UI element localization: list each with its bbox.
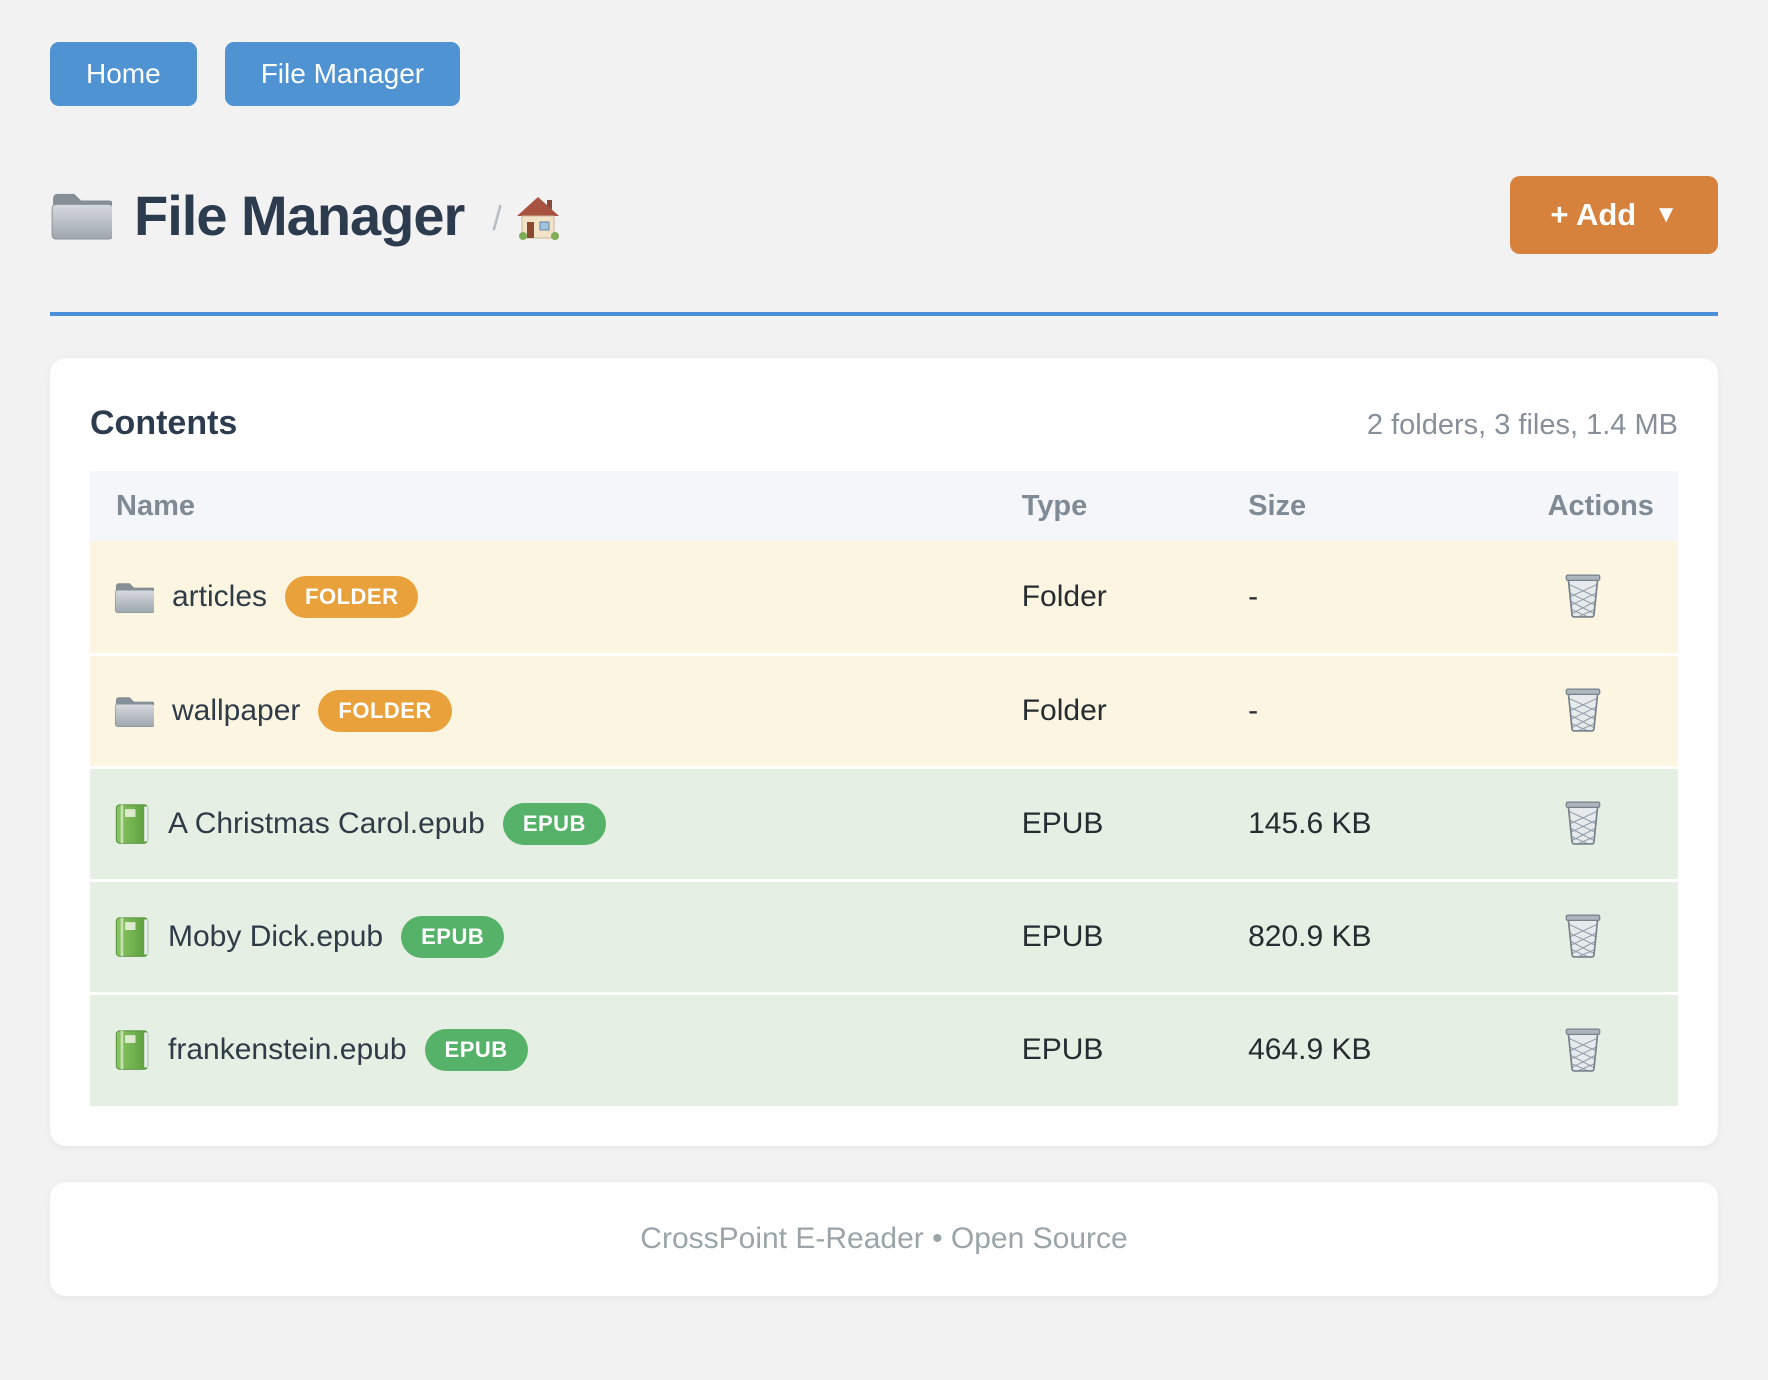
table-row-wallpaper: wallpaper FOLDER Folder - (90, 654, 1678, 767)
folder-icon (114, 580, 154, 614)
footer-text: CrossPoint E-Reader • Open Source (640, 1222, 1127, 1256)
item-size: - (1248, 541, 1547, 654)
trash-icon (1564, 686, 1602, 732)
home-nav-button[interactable]: Home (50, 42, 197, 106)
item-name[interactable]: frankenstein.epub (168, 1033, 407, 1067)
column-header-type: Type (1022, 471, 1248, 541)
top-nav: Home File Manager (50, 42, 1718, 106)
table-row-christmas-carol: A Christmas Carol.epub EPUB EPUB 145.6 K… (90, 767, 1678, 880)
contents-heading: Contents (90, 404, 237, 443)
page-header: File Manager / + Add ▼ (50, 176, 1718, 254)
item-name[interactable]: articles (172, 580, 267, 614)
table-row-articles: articles FOLDER Folder - (90, 541, 1678, 654)
file-table: Name Type Size Actions articles FOLDER F… (90, 471, 1678, 1106)
item-size: 464.9 KB (1248, 993, 1547, 1106)
delete-button[interactable] (1564, 1026, 1602, 1075)
delete-button[interactable] (1564, 572, 1602, 621)
title-divider (50, 312, 1718, 316)
folder-icon (114, 694, 154, 728)
item-type: EPUB (1022, 880, 1248, 993)
footer-card: CrossPoint E-Reader • Open Source (50, 1182, 1718, 1296)
type-badge: FOLDER (318, 690, 451, 732)
item-name[interactable]: Moby Dick.epub (168, 920, 383, 954)
item-size: 145.6 KB (1248, 767, 1547, 880)
column-header-name: Name (90, 471, 1022, 541)
item-type: Folder (1022, 541, 1248, 654)
add-button[interactable]: + Add ▼ (1510, 176, 1718, 254)
trash-icon (1564, 572, 1602, 618)
green-book-icon (114, 1029, 150, 1071)
breadcrumb-home[interactable] (516, 196, 560, 245)
chevron-down-icon: ▼ (1654, 201, 1678, 229)
column-header-size: Size (1248, 471, 1547, 541)
item-type: EPUB (1022, 767, 1248, 880)
trash-icon (1564, 1026, 1602, 1072)
contents-summary: 2 folders, 3 files, 1.4 MB (1367, 409, 1678, 442)
add-button-label: + Add (1550, 197, 1636, 233)
delete-button[interactable] (1564, 686, 1602, 735)
trash-icon (1564, 912, 1602, 958)
contents-card: Contents 2 folders, 3 files, 1.4 MB Name… (50, 358, 1718, 1146)
type-badge: EPUB (503, 803, 606, 845)
type-badge: EPUB (401, 916, 504, 958)
delete-button[interactable] (1564, 799, 1602, 848)
file-manager-nav-button[interactable]: File Manager (225, 42, 460, 106)
table-header-row: Name Type Size Actions (90, 471, 1678, 541)
type-badge: FOLDER (285, 576, 418, 618)
item-type: EPUB (1022, 993, 1248, 1106)
item-size: 820.9 KB (1248, 880, 1547, 993)
green-book-icon (114, 916, 150, 958)
table-row-frankenstein: frankenstein.epub EPUB EPUB 464.9 KB (90, 993, 1678, 1106)
table-row-moby-dick: Moby Dick.epub EPUB EPUB 820.9 KB (90, 880, 1678, 993)
folder-icon (50, 189, 112, 241)
page-title: File Manager (134, 183, 464, 248)
column-header-actions: Actions (1548, 471, 1678, 541)
breadcrumb-separator: / (492, 200, 501, 239)
type-badge: EPUB (425, 1029, 528, 1071)
home-icon (516, 196, 560, 240)
item-type: Folder (1022, 654, 1248, 767)
item-name[interactable]: A Christmas Carol.epub (168, 807, 485, 841)
file-manager-page: Home File Manager File Manager / + Add ▼… (0, 0, 1768, 1296)
trash-icon (1564, 799, 1602, 845)
green-book-icon (114, 803, 150, 845)
item-size: - (1248, 654, 1547, 767)
item-name[interactable]: wallpaper (172, 694, 300, 728)
delete-button[interactable] (1564, 912, 1602, 961)
